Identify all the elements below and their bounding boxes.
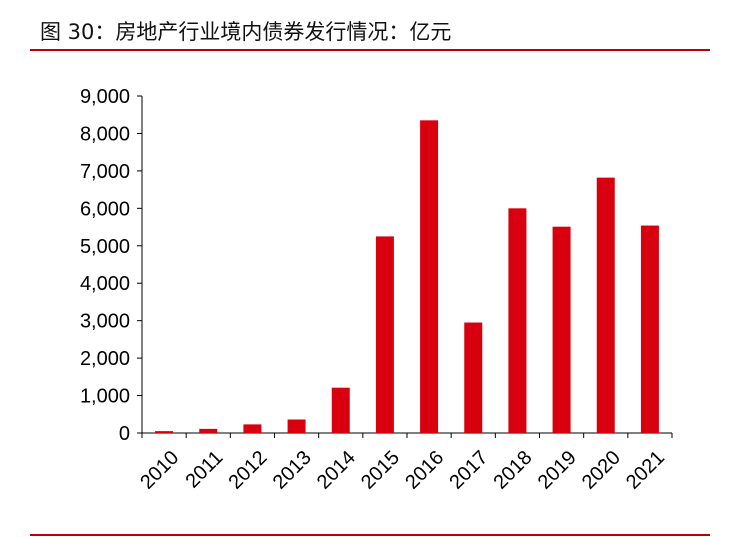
bar [287, 419, 306, 433]
x-tick-label: 2013 [269, 447, 316, 494]
bottom-divider [30, 534, 710, 536]
bar [420, 120, 439, 433]
x-tick-label: 2019 [534, 447, 581, 494]
x-tick-label: 2014 [313, 447, 360, 494]
bar [552, 226, 571, 433]
bar [596, 177, 615, 433]
y-tick-label: 5,000 [80, 236, 130, 258]
bar [640, 225, 659, 433]
y-tick-label: 2,000 [80, 348, 130, 370]
x-tick-label: 2021 [622, 447, 669, 494]
y-tick-label: 7,000 [80, 161, 130, 183]
figure-title: 图 30：房地产行业境内债券发行情况：亿元 [40, 20, 452, 44]
x-tick-label: 2011 [181, 447, 227, 493]
x-axis: 2010201120122013201420152016201720182019… [136, 432, 673, 494]
x-tick-label: 2016 [401, 447, 448, 494]
bar [464, 322, 483, 433]
bars [155, 120, 659, 433]
top-divider [30, 49, 710, 51]
x-tick-label: 2017 [445, 447, 492, 494]
x-tick-label: 2015 [357, 447, 404, 494]
bar [331, 387, 350, 433]
y-tick-label: 3,000 [80, 311, 130, 333]
y-tick-label: 4,000 [80, 273, 130, 295]
y-tick-label: 9,000 [80, 86, 130, 108]
y-tick-label: 1,000 [80, 386, 130, 408]
y-tick-label: 6,000 [80, 198, 130, 220]
y-axis: 0 1,000 2,000 3,000 4,000 5,000 6,000 7,000 8,00… [80, 86, 143, 445]
bar [155, 431, 174, 433]
x-tick-label: 2010 [136, 447, 183, 494]
x-tick-label: 2012 [225, 447, 272, 494]
bar [199, 428, 218, 433]
x-tick-label: 2018 [490, 447, 537, 494]
y-tick-label: 0 [119, 423, 130, 445]
bar [243, 424, 262, 433]
bar [375, 236, 394, 433]
bar [508, 208, 527, 433]
x-tick-label: 2020 [578, 447, 625, 494]
y-tick-label: 8,000 [80, 123, 130, 145]
